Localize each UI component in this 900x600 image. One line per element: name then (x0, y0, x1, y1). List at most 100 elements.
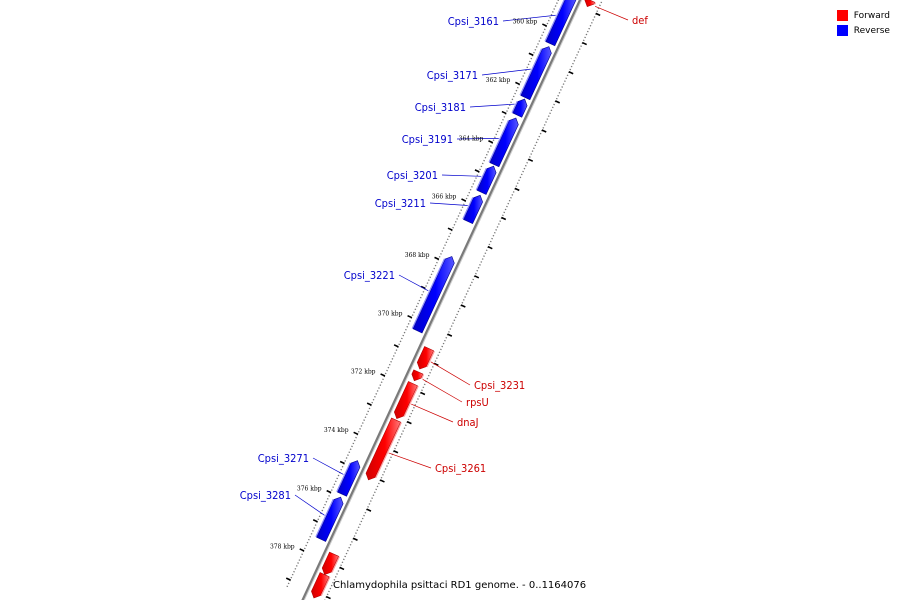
axis-dot (470, 281, 473, 284)
axis-dot (349, 448, 352, 451)
axis-dot (485, 153, 488, 156)
gene-leader-line (312, 457, 344, 475)
axis-dot (566, 74, 569, 77)
axis-major-tick (434, 256, 440, 261)
gene-leader-line (469, 103, 515, 108)
axis-dot (556, 2, 558, 4)
axis-dot (514, 92, 516, 95)
tick-label: 376 kbp (297, 485, 322, 492)
axis-dot (433, 267, 436, 270)
axis-dot (351, 541, 353, 543)
axis-dot (306, 541, 309, 544)
axis-major-tick (528, 158, 534, 162)
axis-dot (453, 223, 456, 226)
axis-dot (293, 570, 295, 573)
axis-dot (480, 165, 483, 168)
axis-dot (353, 439, 356, 442)
axis-dot (522, 75, 525, 77)
axis-dot (414, 308, 417, 311)
axis-dot (322, 506, 325, 509)
gene-arrow (463, 194, 483, 225)
axis-dot (388, 459, 391, 462)
axis-dot (310, 532, 313, 535)
axis-dot (493, 136, 496, 139)
gene-leader-line (422, 378, 463, 403)
axis-major-tick (542, 23, 548, 27)
axis-dot (546, 118, 549, 120)
gene-arrow (365, 417, 402, 481)
axis-dot (345, 552, 348, 555)
axis-dot (549, 16, 552, 19)
axis-dot (519, 81, 522, 83)
axis-dot (559, 89, 562, 91)
reverse-swatch (836, 25, 848, 36)
axis-dot (407, 323, 410, 325)
axis-dot (378, 387, 380, 389)
axis-dot (462, 299, 465, 301)
axis-dot (417, 302, 419, 305)
axis-major-tick (393, 344, 399, 348)
axis-dot (535, 46, 538, 48)
gene-label: Cpsi_3211 (375, 197, 426, 210)
axis-dot (472, 183, 475, 185)
axis-dot (317, 518, 320, 521)
gene-arrow (337, 460, 361, 497)
axis-dot (405, 328, 407, 331)
axis-dot (503, 211, 506, 214)
axis-dot (364, 416, 367, 419)
axis-dot (448, 235, 450, 238)
axis-dot (541, 34, 543, 37)
gene-label: Cpsi_3271 (258, 452, 309, 465)
axis-dot (409, 320, 411, 322)
axis-dot (458, 212, 461, 214)
axis-dot (532, 147, 535, 150)
axis-dot (422, 290, 425, 293)
axis-rungs (285, 0, 603, 600)
axis-dot (392, 355, 395, 357)
gene-label: Cpsi_3231 (474, 379, 525, 392)
legend-label-forward: Forward (853, 10, 890, 21)
axis-dot (390, 456, 392, 459)
axis-dot (340, 564, 343, 567)
axis-dot (400, 433, 403, 435)
axis-dot (468, 287, 471, 290)
axis-dot (438, 351, 441, 354)
axis-dot (372, 398, 375, 401)
axis-dot (469, 284, 472, 287)
axis-dot (374, 395, 376, 398)
axis-dot (359, 428, 361, 430)
axis-dot (496, 130, 499, 133)
axis-dot (520, 173, 523, 176)
axis-dot (445, 336, 448, 339)
axis-dot (360, 520, 363, 523)
gene-highlight (426, 350, 435, 368)
gene-highlight (511, 100, 518, 113)
axis-dot (434, 360, 437, 362)
axis-dot (395, 444, 398, 447)
tick-label: 368 kbp (405, 252, 430, 259)
axis-major-tick (581, 41, 587, 46)
axis-dot (551, 106, 554, 109)
axis-dot (351, 445, 353, 448)
axis-dot (547, 19, 550, 22)
axis-dot (479, 168, 481, 171)
axis-dot (426, 377, 429, 380)
axis-dot (565, 77, 568, 80)
axis-dot (367, 410, 370, 413)
axis-dot (411, 314, 414, 316)
axis-dot (314, 524, 317, 526)
axis-dot (479, 264, 481, 266)
axis-dot (468, 191, 471, 194)
axis-dot (359, 523, 361, 526)
axis-dot (425, 285, 428, 287)
axis-dot (399, 436, 402, 438)
gene-arrow (321, 551, 340, 576)
axis-dot (491, 237, 493, 240)
axis-dot (388, 363, 391, 366)
gene-label: Cpsi_3261 (435, 462, 486, 475)
axis-dot (467, 194, 469, 197)
axis-dot (449, 232, 452, 235)
axis-dot (535, 141, 538, 144)
axis-dot (294, 567, 297, 570)
axis-dot (337, 474, 340, 477)
